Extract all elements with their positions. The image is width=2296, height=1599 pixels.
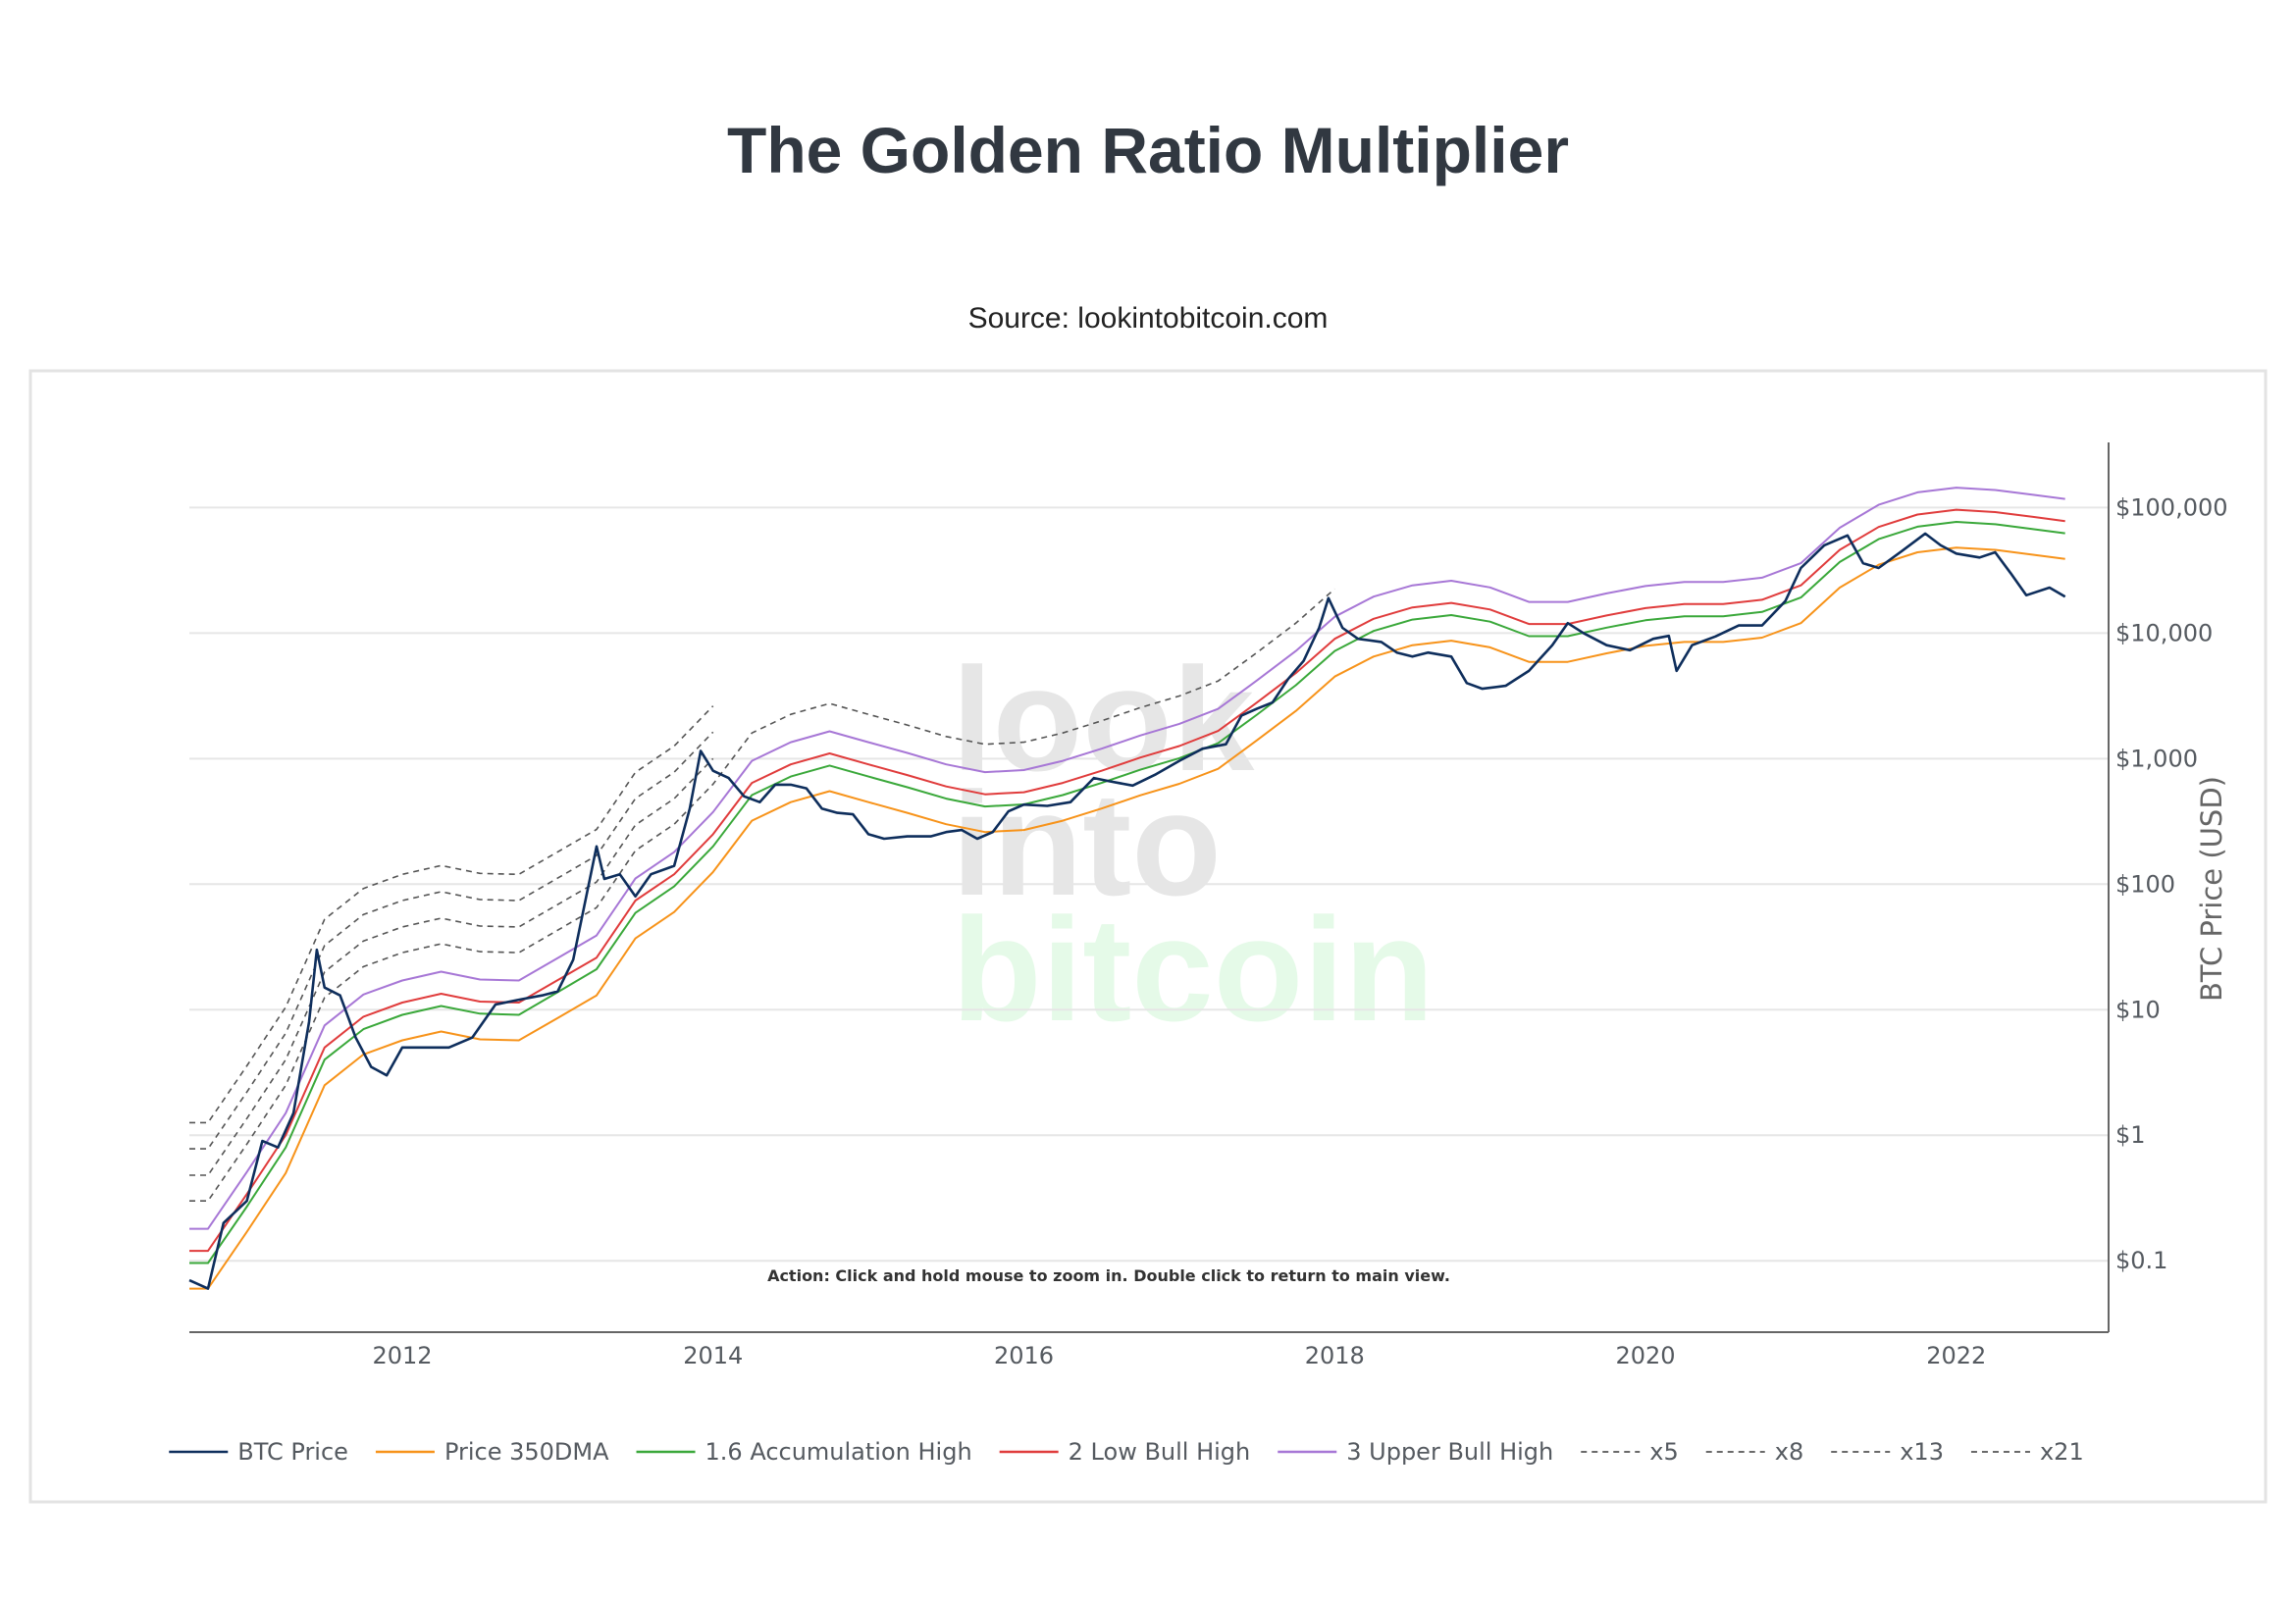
series-line — [188, 532, 2066, 1290]
watermark-text: into — [952, 761, 1222, 926]
legend-label[interactable]: BTC Price — [237, 1438, 348, 1466]
x-tick-label: 2018 — [1305, 1342, 1365, 1369]
y-tick-label: $1 — [2115, 1121, 2146, 1149]
watermark-text: bitcoin — [952, 887, 1435, 1052]
legend-label[interactable]: x13 — [1900, 1438, 1944, 1466]
chart-title: The Golden Ratio Multiplier — [727, 114, 1569, 186]
grid — [189, 506, 2109, 1263]
legend-label[interactable]: 3 Upper Bull High — [1346, 1438, 1553, 1466]
y-tick-label: $10,000 — [2115, 619, 2213, 646]
y-tick-label: $100 — [2115, 870, 2175, 898]
legend-label[interactable]: 1.6 Accumulation High — [705, 1438, 972, 1466]
series-line — [189, 588, 1335, 1202]
legend-label[interactable]: x21 — [2040, 1438, 2084, 1466]
series-line — [189, 508, 2065, 1253]
x-tick-label: 2012 — [372, 1342, 432, 1369]
y-tick-label: $0.1 — [2115, 1247, 2167, 1274]
x-tick-label: 2014 — [683, 1342, 743, 1369]
series-line — [189, 757, 714, 1176]
x-tick-label: 2022 — [1926, 1342, 1986, 1369]
annotation: Action: Click and hold mouse to zoom in.… — [767, 1266, 1450, 1285]
y-axis-title: BTC Price (USD) — [2195, 776, 2228, 1002]
watermark: look into bitcoin — [952, 637, 1435, 1052]
legend-label[interactable]: x8 — [1775, 1438, 1803, 1466]
y-tick-label: $1,000 — [2115, 745, 2198, 772]
series-line — [189, 521, 2065, 1264]
plot-lines — [188, 487, 2066, 1290]
series-line — [189, 487, 2065, 1230]
y-tick-label: $10 — [2115, 996, 2161, 1023]
chart-panel — [28, 369, 2268, 1504]
series-line — [189, 731, 714, 1150]
series-line — [189, 705, 714, 1124]
legend-label[interactable]: 2 Low Bull High — [1069, 1438, 1251, 1466]
x-tick-label: 2016 — [994, 1342, 1054, 1369]
legend-label[interactable]: Price 350DMA — [444, 1438, 609, 1466]
legend: BTC Price Price 350DMA 1.6 Accumulation Hi… — [169, 1438, 2084, 1466]
chart-subtitle: Source: lookintobitcoin.com — [968, 302, 1329, 335]
legend-label[interactable]: x5 — [1649, 1438, 1678, 1466]
series-line — [189, 546, 2065, 1290]
x-tick-label: 2020 — [1615, 1342, 1675, 1369]
y-tick-label: $100,000 — [2115, 493, 2228, 521]
